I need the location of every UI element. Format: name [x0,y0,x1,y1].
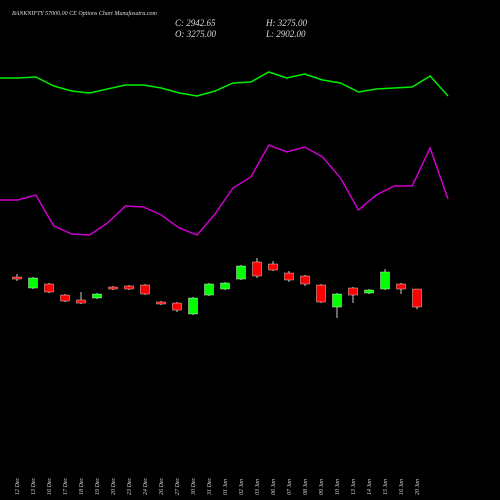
candle-body [236,265,246,280]
x-tick-label: 26 Dec [159,478,165,495]
x-tick-label: 24 Dec [142,478,149,495]
indicator-line [0,144,449,236]
candle-body [124,285,134,290]
candle-body [412,288,422,308]
x-tick-label: 12 Dec [15,478,21,495]
x-tick-label: 10 Jan [335,479,341,495]
candle-body [60,294,70,302]
candle-body [380,271,390,290]
x-tick-label: 01 Jan [223,479,229,495]
x-tick-label: 13 Jan [351,479,357,495]
header-close: C: 2942.65 [175,18,216,28]
x-tick-label: 30 Dec [191,478,197,496]
candle-body [108,286,118,290]
candle-body [140,284,150,295]
x-tick-label: 13 Dec [31,478,37,495]
candle-body [172,302,182,311]
candle-body [252,261,262,277]
x-tick-label: 02 Jan [239,479,245,495]
header-high: H: 3275.00 [265,18,307,28]
x-tick-label: 17 Dec [63,478,69,495]
x-tick-label: 14 Jan [366,479,373,495]
candle-body [300,275,310,285]
candle-body [44,283,54,293]
candle-body [332,293,342,308]
x-tick-label: 27 Dec [175,478,181,495]
x-tick-label: 31 Dec [207,478,213,496]
indicator-line [0,71,449,97]
x-tick-label: 09 Jan [319,479,325,495]
x-tick-label: 20 Jan [415,479,421,495]
candle-body [348,287,358,296]
candle-body [268,263,278,271]
candle-body [156,301,166,305]
candle-body [188,297,198,315]
candle-body [284,272,294,281]
x-tick-label: 18 Dec [79,478,85,495]
x-tick-label: 06 Jan [271,479,277,495]
x-tick-label: 15 Jan [383,479,389,495]
x-tick-label: 16 Dec [47,478,53,495]
candle-body [76,299,86,304]
candle-body [364,289,374,294]
candle-body [316,284,326,303]
header-low: L: 2902.00 [265,29,306,39]
x-tick-label: 19 Dec [95,478,101,495]
x-tick-label: 08 Jan [303,479,309,495]
candle-body [220,282,230,290]
x-tick-label: 20 Dec [111,478,117,495]
header-open: O: 3275.00 [175,29,216,39]
chart-title: BANKNIFTY 57000.00 CE Options Chart Muna… [12,10,158,17]
candle-body [12,276,22,280]
candle-body [92,293,102,299]
candle-body [28,277,38,289]
x-tick-label: 07 Jan [287,479,293,495]
x-tick-label: 23 Dec [127,478,133,495]
x-tick-label: 16 Jan [399,479,405,495]
x-tick-label: 03 Jan [255,479,261,495]
candle-body [204,283,214,296]
candle-body [396,283,406,290]
